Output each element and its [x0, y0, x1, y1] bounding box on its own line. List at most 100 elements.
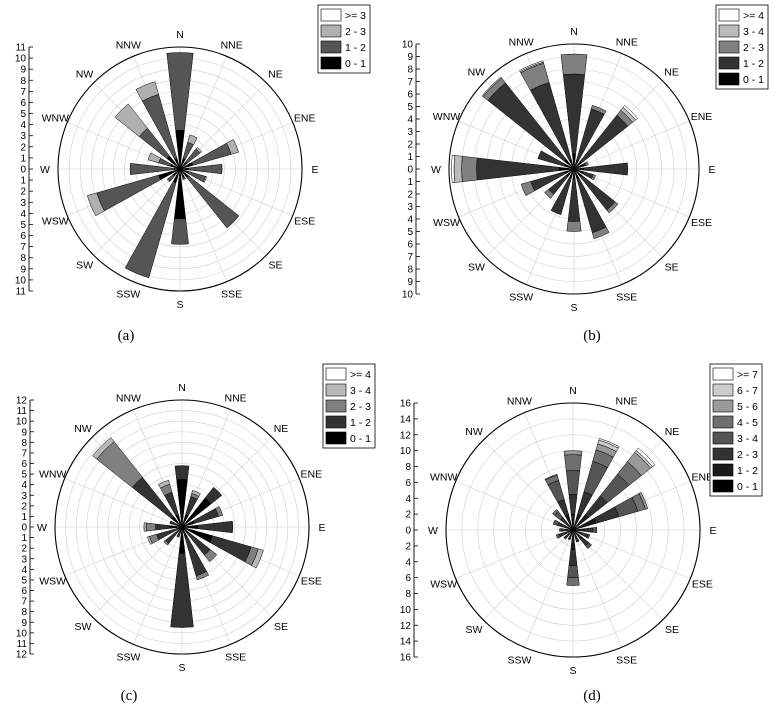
petals	[92, 437, 264, 628]
petal-segment	[92, 437, 115, 460]
legend-label: 0 - 1	[350, 433, 371, 445]
direction-label-ne: NE	[274, 423, 289, 435]
petal-n	[166, 52, 194, 170]
petal-e	[572, 527, 598, 533]
radial-axis-tick-label: 8	[407, 65, 413, 76]
petal-segment	[563, 450, 583, 456]
radial-axis-tick-label: 7	[20, 87, 26, 98]
radial-axis-tick-label: 7	[407, 77, 413, 88]
direction-label-wnw: WNW	[430, 471, 457, 483]
panel-caption: (d)	[583, 688, 601, 704]
radial-axis-tick-label: 4	[405, 557, 411, 568]
legend-swatch	[712, 399, 734, 413]
legend-swatch	[712, 463, 734, 477]
legend-swatch	[712, 431, 734, 445]
direction-label-n: N	[176, 29, 184, 41]
petal-nw	[92, 437, 183, 528]
radial-axis-tick-label: 16	[400, 653, 412, 664]
radial-axis-tick-label: 10	[16, 417, 28, 428]
petal-segment	[204, 486, 223, 505]
legend-swatch	[325, 431, 347, 445]
radial-axis-tick-label: 2	[20, 142, 26, 153]
grid-radial-line	[482, 529, 574, 621]
petal-ese	[573, 168, 596, 181]
direction-label-w: W	[40, 164, 50, 176]
petal-sse	[179, 168, 186, 180]
legend-swatch	[718, 40, 740, 54]
direction-label-wsw: WSW	[42, 216, 69, 228]
radial-axis-tick-label: 9	[407, 52, 413, 63]
petal-w	[129, 163, 181, 175]
direction-label-sw: SW	[76, 259, 93, 271]
petal-ese	[179, 168, 207, 183]
direction-label-ene: ENE	[294, 112, 316, 124]
direction-label-wsw: WSW	[433, 217, 460, 229]
outer-ring	[448, 43, 700, 295]
radial-axis-tick-label: 3	[21, 554, 27, 565]
petal-wsw	[147, 526, 183, 545]
petal-segment	[143, 522, 147, 532]
direction-label-ese: ESE	[294, 216, 315, 228]
radial-axis-tick-label: 5	[407, 102, 413, 113]
petal-segment	[163, 539, 170, 546]
direction-labels: N NNE NE ENE E ESE SE SSE S SSW SW WSW W WNW NW NNW	[431, 26, 715, 314]
petal-segment	[586, 534, 591, 539]
petal-s	[566, 529, 580, 586]
petal-segment	[567, 537, 571, 541]
petal-segment	[560, 528, 567, 532]
direction-label-n: N	[178, 382, 186, 394]
direction-label-sse: SSE	[616, 654, 637, 666]
legend-swatch	[718, 24, 740, 38]
petal-se	[179, 168, 240, 229]
legend-label: 1 - 2	[737, 465, 758, 477]
petal-segment	[195, 146, 203, 154]
petal-segment	[568, 494, 578, 515]
radial-axis-tick-label: 2	[407, 140, 413, 151]
petal-segment	[451, 154, 456, 184]
legend-label: 3 - 4	[350, 385, 371, 397]
petal-segment	[635, 447, 656, 468]
radial-axis-tick-label: 4	[20, 209, 26, 220]
direction-label-sw: SW	[466, 624, 483, 636]
legend-label: 2 - 3	[345, 26, 366, 38]
direction-label-sw: SW	[75, 621, 92, 633]
direction-label-nne: NNE	[615, 396, 637, 408]
radial-axis-tick-label: 12	[400, 430, 412, 441]
radial-axis-tick-label: 6	[20, 98, 26, 109]
petal-sse	[572, 529, 580, 543]
radial-axis-tick-label: 2	[21, 544, 27, 555]
legend-swatch	[320, 56, 342, 70]
petal-nnw	[544, 473, 574, 531]
petal-segment	[560, 53, 588, 75]
petal-segment	[155, 523, 170, 531]
petal-segment	[174, 465, 190, 480]
petal-segment	[226, 139, 239, 155]
petal-n	[174, 465, 190, 528]
petal-segment	[537, 150, 566, 167]
direction-label-w: W	[428, 525, 438, 537]
petal-s	[171, 168, 189, 245]
petal-segment	[209, 535, 252, 563]
direction-labels: N NNE NE ENE E ESE SE SSE S SSW SW WSW W WNW NW NNW	[40, 29, 318, 311]
legend-label: 3 - 4	[743, 26, 764, 38]
petal-segment	[191, 490, 201, 497]
legend: >= 4 3 - 4 2 - 3 1 - 2 0 - 1	[715, 4, 769, 90]
petal-nnw	[519, 60, 575, 170]
legend-label: 0 - 1	[737, 481, 758, 493]
petal-segment	[552, 509, 559, 516]
direction-label-nnw: NNW	[507, 396, 532, 408]
petal-ene	[179, 139, 239, 170]
direction-label-n: N	[569, 385, 577, 397]
petal-e	[179, 163, 223, 175]
petal-n	[563, 450, 583, 531]
petal-wsw	[86, 168, 181, 217]
grid-radial-line	[133, 526, 183, 645]
direction-label-nnw: NNW	[116, 393, 141, 405]
outer-ring	[445, 402, 701, 658]
outer-ring	[54, 399, 310, 655]
petal-e	[181, 520, 234, 534]
direction-label-e: E	[311, 164, 318, 176]
radial-axis-tick-label: 4	[405, 494, 411, 505]
